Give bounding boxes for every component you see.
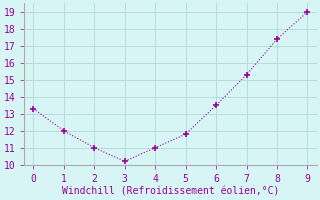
X-axis label: Windchill (Refroidissement éolien,°C): Windchill (Refroidissement éolien,°C) <box>62 187 279 197</box>
